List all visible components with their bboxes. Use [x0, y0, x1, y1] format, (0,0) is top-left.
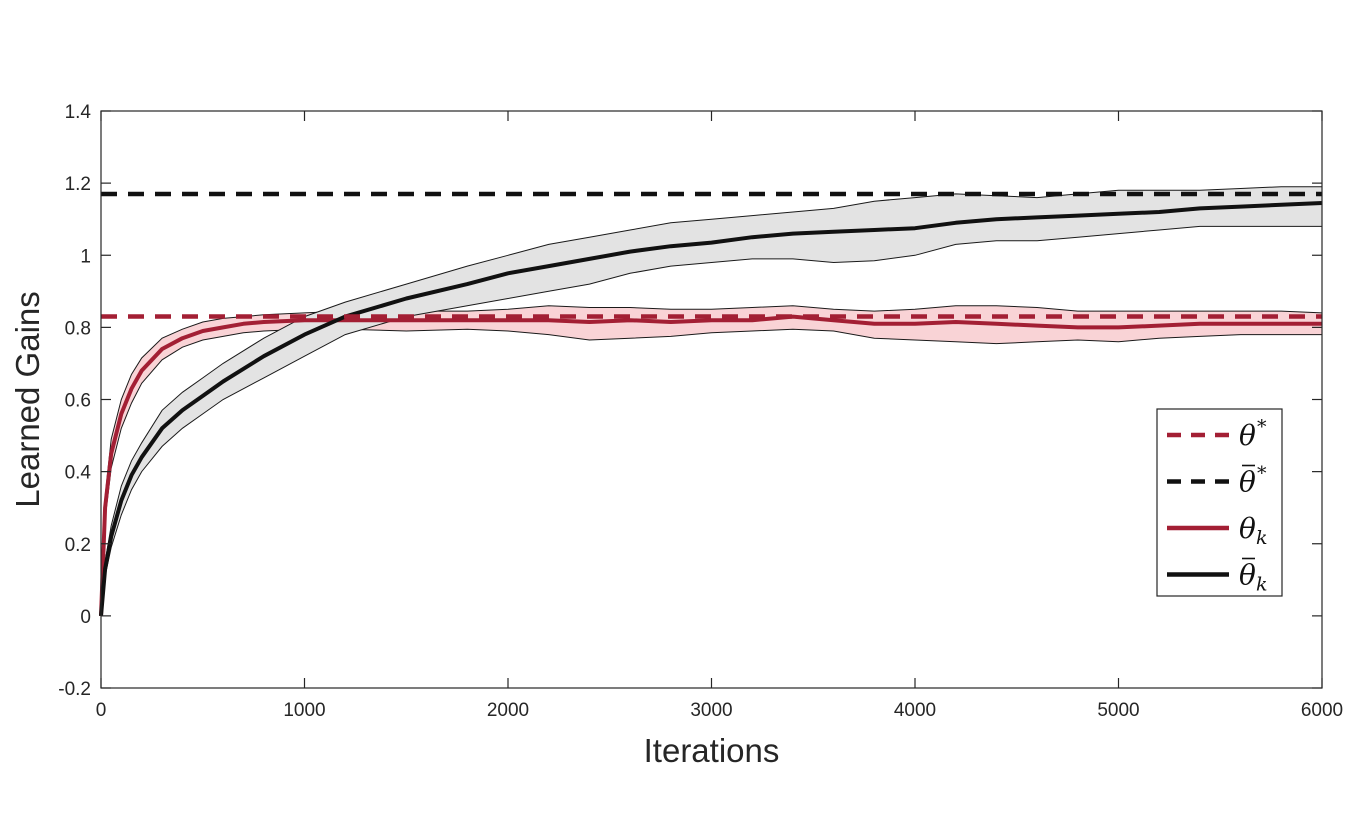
y-tick-label-1: 0 — [80, 607, 91, 628]
y-tick-label-3: 0.4 — [65, 463, 92, 484]
y-tick-label-4: 0.6 — [65, 391, 91, 412]
x-tick-label-5: 5000 — [1097, 700, 1139, 721]
band-series-3 — [101, 186, 1322, 616]
legend-box — [1156, 408, 1283, 597]
line-series-3 — [99, 201, 1323, 617]
legend-sup-1: * — [1257, 463, 1267, 485]
x-tick-label-2: 2000 — [487, 700, 529, 721]
y-tick-labels: -0.2 0 0.2 0.4 0.6 0.8 1 1.2 1.4 — [58, 102, 91, 700]
y-tick-label-8: 1.4 — [65, 102, 92, 123]
x-tick-label-6: 6000 — [1301, 700, 1343, 721]
y-tick-label-5: 0.8 — [65, 318, 91, 339]
x-axis-title: Iterations — [644, 732, 780, 769]
line-series-2 — [99, 314, 1322, 616]
series-lines — [99, 191, 1323, 617]
x-tick-label-4: 4000 — [894, 700, 936, 721]
x-tick-label-1: 1000 — [283, 700, 325, 721]
legend-sub-2: k — [1256, 527, 1268, 549]
band-lower-edge-3 — [100, 225, 1322, 616]
x-tick-label-0: 0 — [96, 700, 107, 721]
x-tick-labels: 0 1000 2000 3000 4000 5000 6000 — [96, 700, 1343, 721]
legend-label-0: θ — [1239, 419, 1256, 452]
legend-sup-0: * — [1257, 416, 1267, 438]
band-upper-edge-2 — [100, 305, 1323, 616]
y-axis-title: Learned Gains — [9, 291, 46, 507]
y-tick-label-2: 0.2 — [65, 535, 91, 556]
y-tick-label-7: 1.2 — [65, 174, 91, 195]
legend-label-1: θ — [1239, 466, 1256, 499]
legend-sub-3: k — [1256, 574, 1268, 596]
legend: θ *θ *θ kθ k — [1156, 408, 1283, 597]
y-tick-label-0: -0.2 — [58, 679, 91, 700]
axis-ticks — [100, 110, 1323, 689]
y-tick-label-6: 1 — [80, 246, 91, 267]
x-tick-label-3: 3000 — [690, 700, 732, 721]
legend-label-3: θ — [1239, 559, 1256, 592]
band-lower-edge-2 — [100, 328, 1322, 616]
legend-label-2: θ — [1239, 512, 1256, 545]
